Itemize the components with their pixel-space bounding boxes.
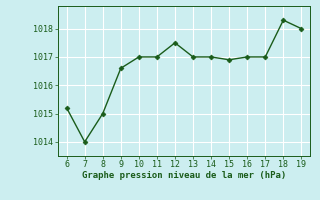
X-axis label: Graphe pression niveau de la mer (hPa): Graphe pression niveau de la mer (hPa) bbox=[82, 171, 286, 180]
